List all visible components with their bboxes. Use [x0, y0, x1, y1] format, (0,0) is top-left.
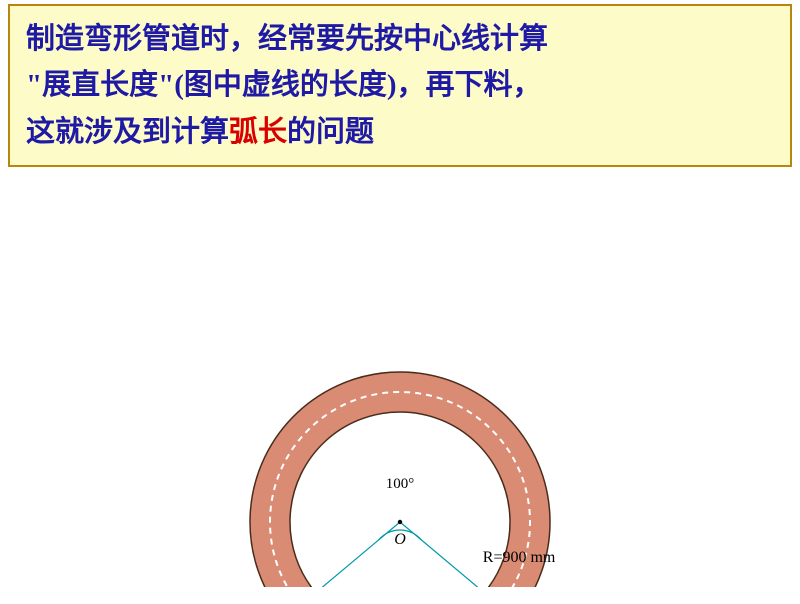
label-A: A: [305, 585, 316, 587]
label-B: B: [484, 585, 494, 587]
text-line-1: 制造弯形管道时，经常要先按中心线计算: [26, 23, 548, 55]
label-radius: R=900 mm: [483, 549, 556, 566]
pipe-diagram: ABCDO100°700 mm700 mmR=900 mm: [0, 167, 800, 587]
point-O: [398, 520, 402, 524]
text-line-3a: 这就涉及到计算: [26, 116, 229, 148]
text-line-3b: 的问题: [287, 116, 374, 148]
label-O: O: [394, 531, 406, 548]
text-line-2: "展直长度"(图中虚线的长度)，再下料，: [26, 69, 542, 101]
text-highlight: 弧长: [229, 116, 287, 148]
label-angle: 100°: [386, 476, 415, 492]
problem-text-box: 制造弯形管道时，经常要先按中心线计算 "展直长度"(图中虚线的长度)，再下料， …: [8, 4, 792, 167]
